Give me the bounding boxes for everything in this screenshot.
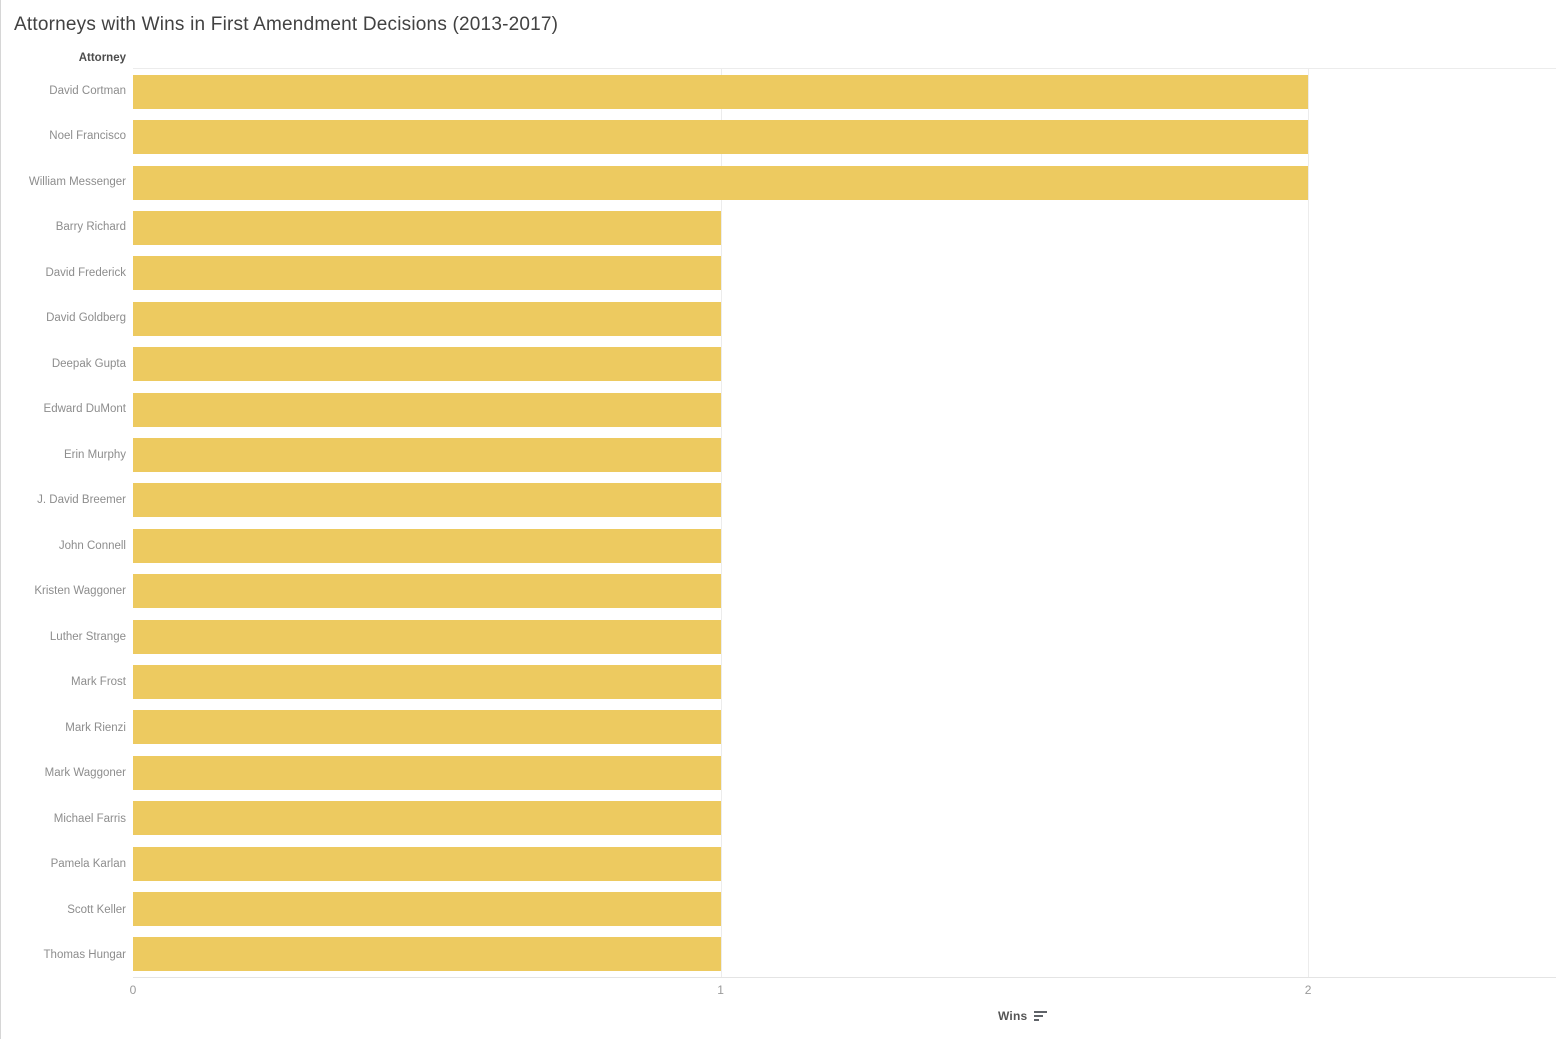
bar-row xyxy=(133,205,1556,250)
win-bar[interactable] xyxy=(133,120,1309,155)
bar-row xyxy=(133,341,1556,386)
attorney-label: Noel Francisco xyxy=(49,130,126,143)
win-bar[interactable] xyxy=(133,574,721,609)
win-bar[interactable] xyxy=(133,619,721,654)
attorney-label: David Cortman xyxy=(49,84,126,97)
x-axis-title: Wins xyxy=(998,1009,1028,1023)
attorney-label: Mark Waggoner xyxy=(44,767,126,780)
bar-row xyxy=(133,750,1556,795)
attorney-label: Barry Richard xyxy=(55,221,126,234)
bar-row xyxy=(133,886,1556,931)
bar-row xyxy=(133,387,1556,432)
win-bar[interactable] xyxy=(133,392,721,427)
attorney-label: Deepak Gupta xyxy=(51,357,126,370)
bar-row xyxy=(133,568,1556,613)
bar-row xyxy=(133,705,1556,750)
win-bar[interactable] xyxy=(133,664,721,699)
bar-row xyxy=(133,251,1556,296)
x-axis-tick-label: 1 xyxy=(717,983,724,997)
bar-rows xyxy=(133,69,1556,977)
bar-row xyxy=(133,114,1556,159)
attorney-label: Mark Frost xyxy=(71,676,126,689)
attorney-label: Michael Farris xyxy=(53,812,126,825)
win-bar[interactable] xyxy=(133,256,721,291)
bar-row xyxy=(133,432,1556,477)
sort-descending-icon[interactable] xyxy=(1034,1011,1048,1021)
bar-row xyxy=(133,160,1556,205)
win-bar[interactable] xyxy=(133,347,721,382)
win-bar[interactable] xyxy=(133,892,721,927)
win-bar[interactable] xyxy=(133,165,1309,200)
x-axis-title-wrap: Wins xyxy=(998,1009,1048,1023)
x-axis-tick-label: 0 xyxy=(129,983,137,997)
attorney-labels: David Cortman Noel Francisco William Messe… xyxy=(0,68,126,978)
attorney-label: John Connell xyxy=(58,539,126,552)
win-bar[interactable] xyxy=(133,74,1309,109)
x-axis-ticks: 0 1 2 xyxy=(129,983,1556,999)
attorney-label: David Frederick xyxy=(45,266,126,279)
attorney-label: Scott Keller xyxy=(67,903,126,916)
win-bar[interactable] xyxy=(133,528,721,563)
bar-row xyxy=(133,523,1556,568)
win-bar[interactable] xyxy=(133,210,721,245)
win-bar[interactable] xyxy=(133,301,721,336)
bar-row xyxy=(133,478,1556,523)
attorney-label: J. David Breemer xyxy=(37,494,126,507)
attorney-label: Edward DuMont xyxy=(43,403,126,416)
attorney-label: William Messenger xyxy=(28,175,126,188)
attorney-column-header: Attorney xyxy=(78,52,126,64)
bar-row xyxy=(133,841,1556,886)
plot-area xyxy=(133,68,1556,978)
win-bar[interactable] xyxy=(133,755,721,790)
attorney-label: David Goldberg xyxy=(46,312,126,325)
bar-row xyxy=(133,296,1556,341)
gridline xyxy=(1308,69,1310,977)
bar-row xyxy=(133,614,1556,659)
win-bar[interactable] xyxy=(133,437,721,472)
chart-title: Attorneys with Wins in First Amendment D… xyxy=(14,14,559,35)
x-axis-tick-label: 2 xyxy=(1304,983,1312,997)
attorney-label: Mark Rienzi xyxy=(65,721,126,734)
win-bar[interactable] xyxy=(133,846,721,881)
attorney-label: Pamela Karlan xyxy=(50,858,126,871)
bar-row xyxy=(133,659,1556,704)
win-bar[interactable] xyxy=(133,801,721,836)
bar-row xyxy=(133,69,1556,114)
gridline xyxy=(720,69,722,977)
attorney-label: Luther Strange xyxy=(49,630,126,643)
win-bar[interactable] xyxy=(133,937,721,972)
bar-row xyxy=(133,932,1556,977)
sheet-left-border xyxy=(0,0,1,1039)
bar-row xyxy=(133,796,1556,841)
attorney-label: Erin Murphy xyxy=(64,448,126,461)
attorney-label: Kristen Waggoner xyxy=(34,585,126,598)
win-bar[interactable] xyxy=(133,710,721,745)
win-bar[interactable] xyxy=(133,483,721,518)
attorney-label: Thomas Hungar xyxy=(43,949,126,962)
